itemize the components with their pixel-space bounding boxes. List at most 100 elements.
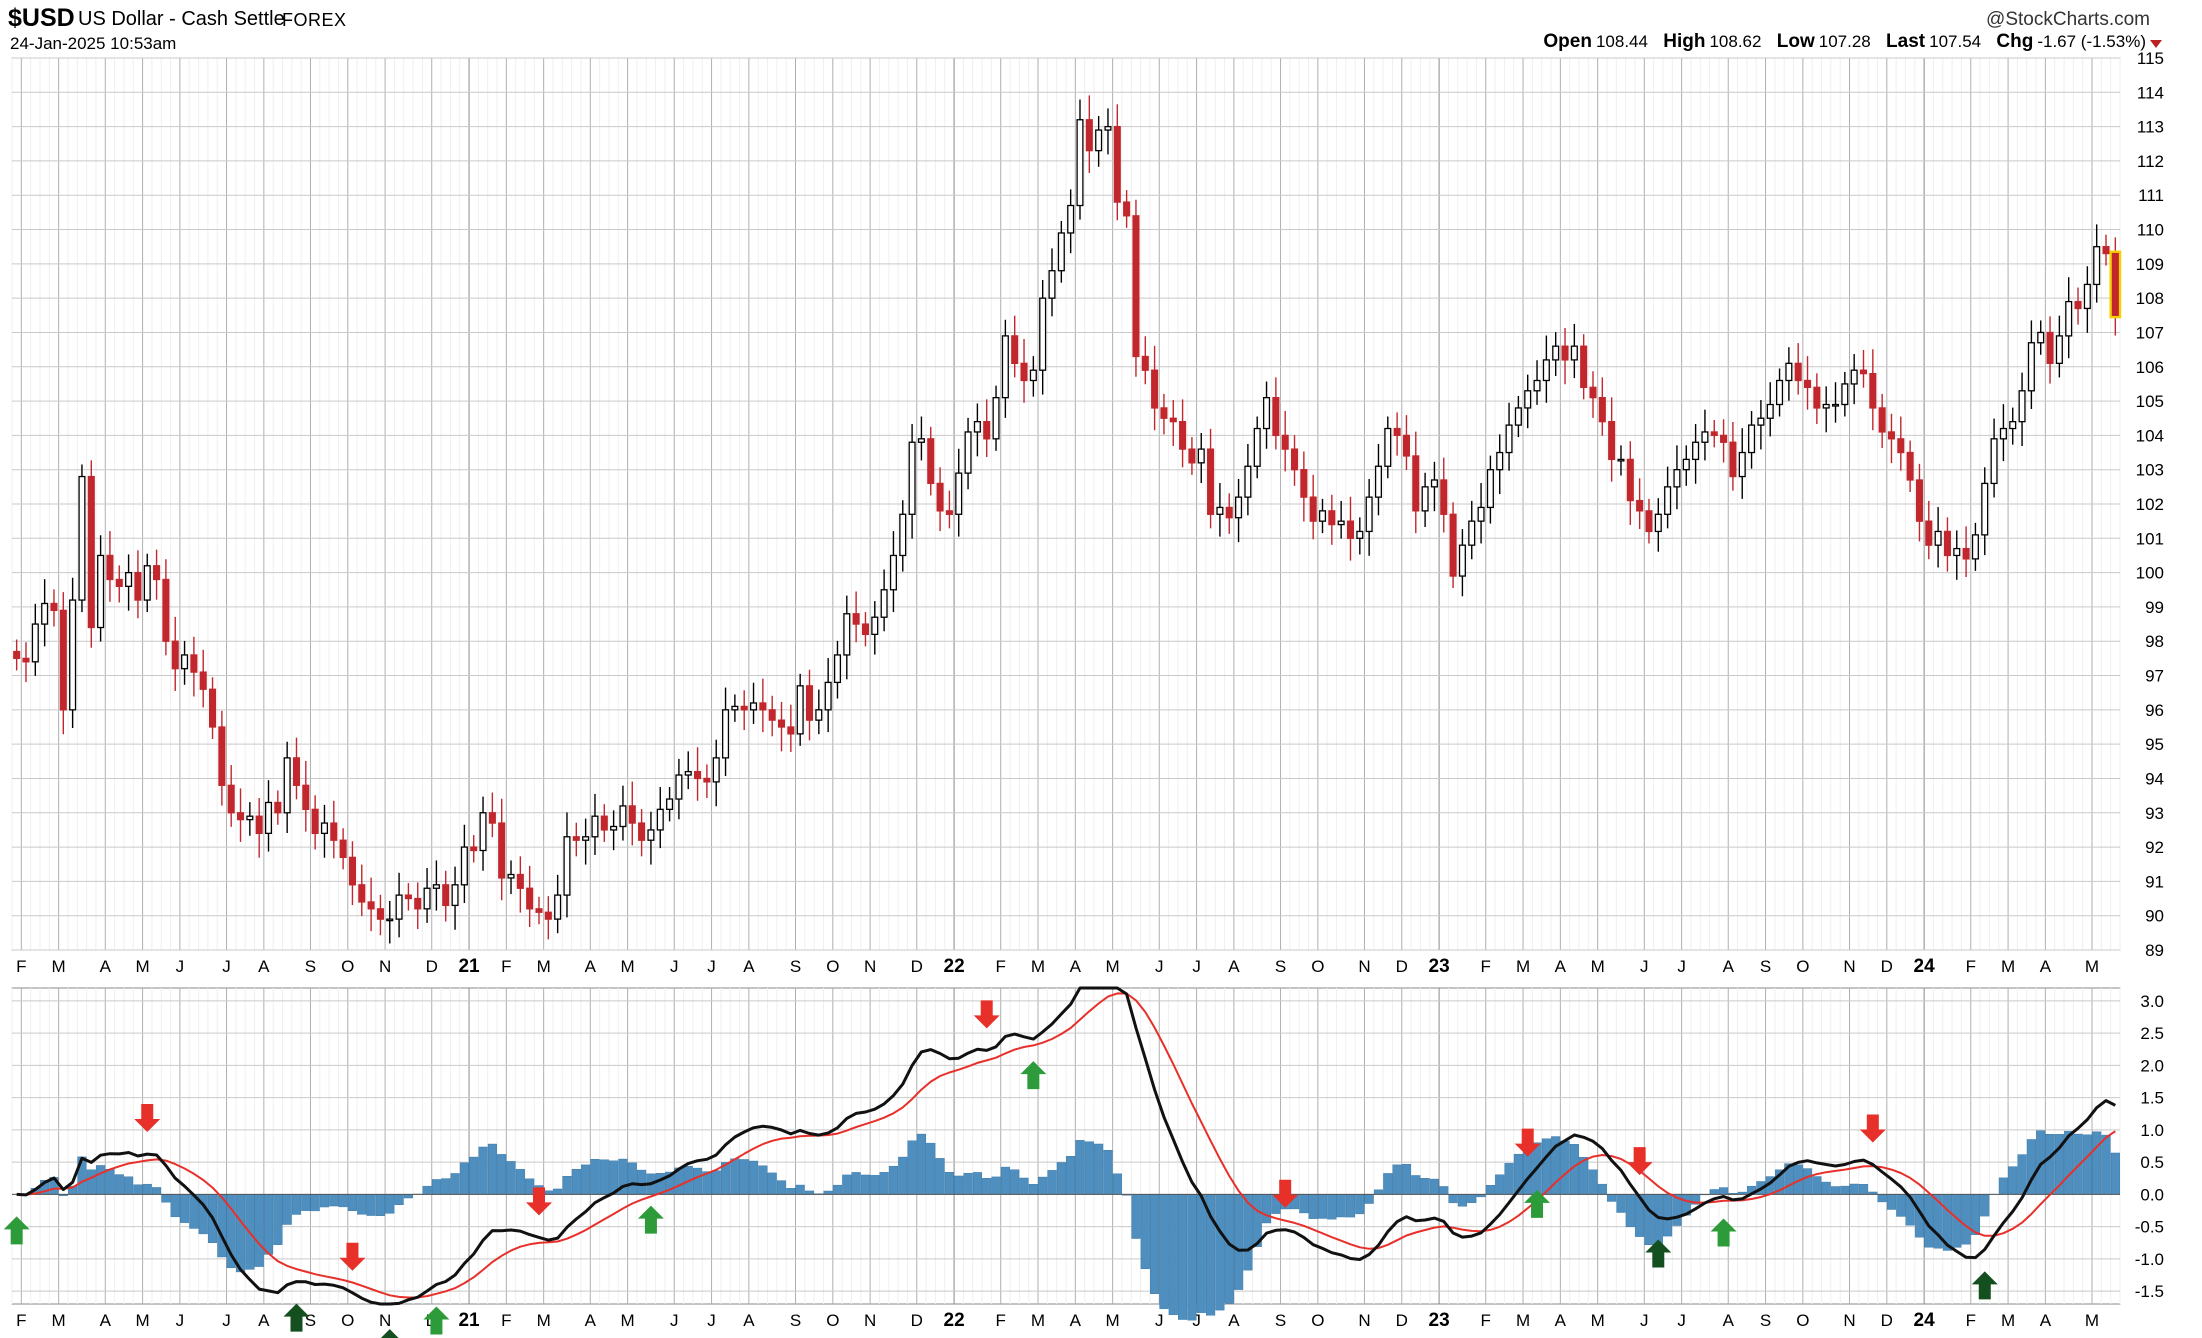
x-tick-label: O	[1796, 957, 1809, 976]
candle-body	[1794, 362, 1802, 382]
x-tick-label: J	[1155, 957, 1164, 976]
price-tick-label: 103	[2136, 461, 2164, 480]
candles	[13, 95, 2122, 944]
candle-body	[1654, 513, 1662, 533]
x-tick-label: J	[1640, 957, 1649, 976]
candle-body	[1971, 534, 1979, 560]
candle-body	[498, 822, 506, 879]
histogram-bar	[2101, 1134, 2111, 1195]
histogram-bar	[96, 1165, 106, 1195]
chart-header: $USD US Dollar - Cash Settle FOREX 24-Ja…	[0, 0, 2202, 56]
candle-body	[1934, 530, 1942, 546]
histogram-bar	[459, 1162, 469, 1195]
x-tick-label: D	[911, 957, 923, 976]
chart-datetime: 24-Jan-2025 10:53am	[10, 34, 177, 53]
x-tick-label: S	[305, 957, 316, 976]
histogram-bar	[1308, 1194, 1318, 1219]
x-tick-label: A	[1555, 1311, 1567, 1330]
price-tick-label: 92	[2145, 838, 2164, 857]
histogram-bar	[263, 1194, 274, 1255]
candle-body	[656, 808, 664, 831]
x-tick-label: A	[585, 957, 597, 976]
histogram-bar	[963, 1172, 973, 1195]
candle-body	[927, 438, 935, 485]
buy-arrow-icon	[380, 1329, 399, 1338]
histogram-bar	[1056, 1162, 1066, 1195]
candle-body	[2037, 331, 2045, 344]
candle-body	[1486, 469, 1494, 509]
histogram-bar	[1028, 1184, 1038, 1195]
candle-body	[1738, 451, 1746, 478]
histogram-bar	[1401, 1164, 1412, 1195]
candle-body	[488, 812, 496, 824]
x-tick-label: A	[1723, 957, 1735, 976]
candle-body	[1887, 431, 1896, 440]
candle-body	[1617, 458, 1625, 462]
candle-body	[610, 825, 618, 831]
histogram-bar	[478, 1146, 488, 1195]
candle-body	[2065, 300, 2073, 337]
candle-body	[1748, 424, 1756, 454]
x-tick-label: S	[1760, 957, 1771, 976]
buy-arrow-icon	[1524, 1189, 1551, 1218]
candle-body	[162, 578, 170, 642]
candle-body	[1850, 369, 1858, 385]
candle-body	[1608, 421, 1616, 461]
candle-body	[694, 770, 702, 780]
x-tick-label: F	[501, 1311, 511, 1330]
histogram-bar	[637, 1169, 647, 1195]
candle-body	[1421, 486, 1429, 512]
histogram-bar	[1961, 1194, 1971, 1245]
histogram-bar	[1019, 1177, 1029, 1195]
histogram-bar	[748, 1160, 759, 1195]
histogram-bar	[1355, 1194, 1365, 1215]
signal-line	[16, 992, 2116, 1299]
x-tick-label: A	[258, 957, 270, 976]
sell-arrow-icon	[1859, 1114, 1886, 1143]
candle-body	[619, 805, 627, 828]
histogram-bar	[1383, 1173, 1393, 1195]
histogram-bar	[2045, 1134, 2055, 1195]
histogram-bar	[2008, 1166, 2018, 1195]
histogram-bar	[1970, 1194, 1980, 1235]
x-tick-label: O	[1311, 957, 1324, 976]
x-tick-label: M	[135, 957, 149, 976]
x-tick-label: M	[52, 1311, 66, 1330]
histogram-bar	[114, 1174, 124, 1195]
candle-body	[535, 908, 543, 913]
candle-body	[563, 836, 571, 896]
histogram-bar	[1439, 1186, 1449, 1195]
histogram-bar	[767, 1172, 777, 1195]
candle-body	[1570, 345, 1578, 361]
brand-label[interactable]: @StockCharts.com	[1986, 9, 2150, 30]
price-tick-label: 111	[2138, 186, 2164, 205]
histogram-bar	[562, 1176, 572, 1195]
histogram-bar	[310, 1194, 320, 1212]
histogram-bar	[1187, 1194, 1197, 1321]
candle-body	[647, 829, 655, 841]
histogram-bar	[291, 1194, 302, 1215]
histogram-bar	[319, 1194, 330, 1208]
x-tick-label: F	[1966, 957, 1976, 976]
histogram-bar	[1066, 1156, 1076, 1195]
histogram-bar	[152, 1187, 162, 1195]
candle-body	[190, 654, 198, 673]
histogram-bar	[599, 1159, 609, 1195]
x-tick-label: O	[826, 957, 839, 976]
histogram-bar	[1224, 1194, 1234, 1304]
last-label: Last	[1886, 31, 1926, 52]
price-tick-label: 102	[2136, 495, 2164, 514]
histogram-bar	[431, 1179, 441, 1195]
candle-body	[526, 887, 534, 910]
candle-body	[1813, 386, 1821, 409]
histogram-bar	[1327, 1194, 1337, 1220]
candle-body	[722, 709, 730, 759]
histogram-bar	[450, 1173, 460, 1195]
candle-body	[367, 901, 375, 910]
candle-body	[1589, 386, 1597, 399]
histogram-bar	[1802, 1168, 1813, 1195]
candle-body	[1477, 506, 1485, 522]
candle-body	[1514, 407, 1522, 426]
candle-body	[2111, 252, 2119, 316]
histogram-bar	[2110, 1152, 2120, 1195]
